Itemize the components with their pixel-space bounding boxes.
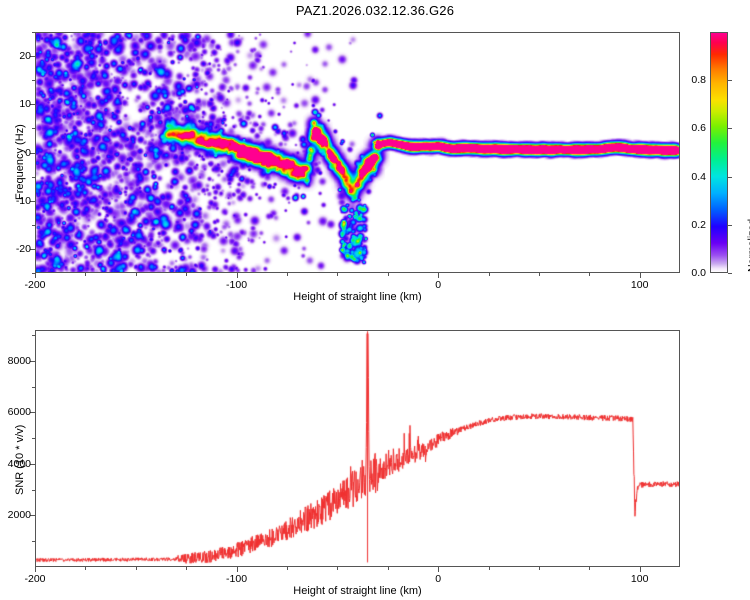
y-tick-minor xyxy=(32,273,35,274)
colorbar-tick-label: 0.8 xyxy=(691,74,706,87)
colorbar-label: Normalized spectral amplitude xyxy=(746,218,750,272)
y-tick xyxy=(30,200,35,202)
x-tick xyxy=(35,273,36,278)
spectrogram-panel xyxy=(35,32,680,273)
y-tick-label: 0 xyxy=(25,146,31,159)
x-tick-minor xyxy=(85,567,87,570)
y-tick xyxy=(30,463,35,465)
x-tick-label: -200 xyxy=(24,573,46,585)
snr-canvas xyxy=(36,331,679,566)
x-tick-minor xyxy=(85,273,87,276)
spectrogram-y-axis-label: Frequency (Hz) xyxy=(14,124,26,200)
colorbar xyxy=(710,32,728,273)
x-tick-minor xyxy=(186,567,188,570)
colorbar-tick-label: 0.6 xyxy=(691,122,706,135)
colorbar-tick xyxy=(728,80,732,82)
y-tick xyxy=(30,152,35,154)
y-tick-label: 4000 xyxy=(7,457,31,470)
colorbar-tick xyxy=(728,224,732,226)
x-tick xyxy=(438,273,440,278)
y-tick-label: 6000 xyxy=(7,406,31,419)
x-tick xyxy=(236,567,238,572)
x-tick-label: 100 xyxy=(630,573,649,585)
x-tick-label: 0 xyxy=(435,573,442,585)
y-tick xyxy=(30,248,35,250)
y-tick-minor xyxy=(32,32,35,33)
y-tick xyxy=(30,412,35,414)
x-tick xyxy=(236,273,238,278)
x-tick-label: -200 xyxy=(24,279,46,291)
x-tick xyxy=(639,273,641,278)
y-tick-label: -10 xyxy=(15,194,31,207)
x-tick-label: -100 xyxy=(226,573,248,585)
y-tick-label: 20 xyxy=(19,50,31,63)
y-tick xyxy=(30,104,35,106)
colorbar-tick xyxy=(728,273,732,274)
y-tick-minor xyxy=(32,176,35,178)
y-tick-minor xyxy=(32,489,35,491)
y-tick-minor xyxy=(32,80,35,82)
y-tick-label: -20 xyxy=(15,242,31,255)
x-tick-minor xyxy=(589,567,591,570)
x-tick-minor xyxy=(337,273,339,276)
x-tick xyxy=(438,567,440,572)
colorbar-tick-label: 0.0 xyxy=(691,267,706,279)
y-tick-label: 8000 xyxy=(7,354,31,367)
y-tick-label: 2000 xyxy=(7,509,31,522)
y-tick-minor xyxy=(32,541,35,543)
x-tick-minor xyxy=(337,567,339,570)
x-tick-minor xyxy=(286,567,288,570)
x-tick-minor xyxy=(135,273,137,276)
x-tick-minor xyxy=(135,567,137,570)
x-tick-minor xyxy=(387,567,389,570)
spectrogram-canvas xyxy=(36,33,679,272)
x-tick-label: -100 xyxy=(226,279,248,291)
y-tick-minor xyxy=(32,128,35,130)
y-tick-minor xyxy=(32,224,35,226)
colorbar-tick-label: 0.2 xyxy=(691,218,706,231)
snr-panel xyxy=(35,330,680,567)
y-tick-minor xyxy=(32,386,35,388)
y-tick-minor xyxy=(32,438,35,440)
colorbar-tick xyxy=(728,176,732,178)
x-tick-minor xyxy=(488,273,490,276)
y-tick-minor xyxy=(32,335,35,337)
x-tick-minor xyxy=(387,273,389,276)
x-tick-label: 0 xyxy=(435,279,442,291)
x-tick-minor xyxy=(589,273,591,276)
x-tick-minor xyxy=(186,273,188,276)
x-tick-minor xyxy=(488,567,490,570)
y-tick xyxy=(30,56,35,58)
y-tick xyxy=(30,515,35,517)
x-tick xyxy=(639,567,641,572)
x-tick-label: 100 xyxy=(630,279,649,291)
x-tick xyxy=(35,567,36,572)
spectrogram-x-axis-label: Height of straight line (km) xyxy=(293,291,422,303)
colorbar-tick-label: 0.4 xyxy=(691,170,706,183)
figure-title: PAZ1.2026.032.12.36.G26 xyxy=(295,3,455,18)
snr-y-axis-label: SNR (10 * v/v) xyxy=(14,424,26,495)
x-tick-minor xyxy=(286,273,288,276)
colorbar-tick xyxy=(728,128,732,130)
snr-x-axis-label: Height of straight line (km) xyxy=(293,585,422,597)
x-tick-minor xyxy=(538,567,540,570)
x-tick-minor xyxy=(538,273,540,276)
y-tick xyxy=(30,360,35,362)
y-tick-label: 10 xyxy=(19,98,31,111)
